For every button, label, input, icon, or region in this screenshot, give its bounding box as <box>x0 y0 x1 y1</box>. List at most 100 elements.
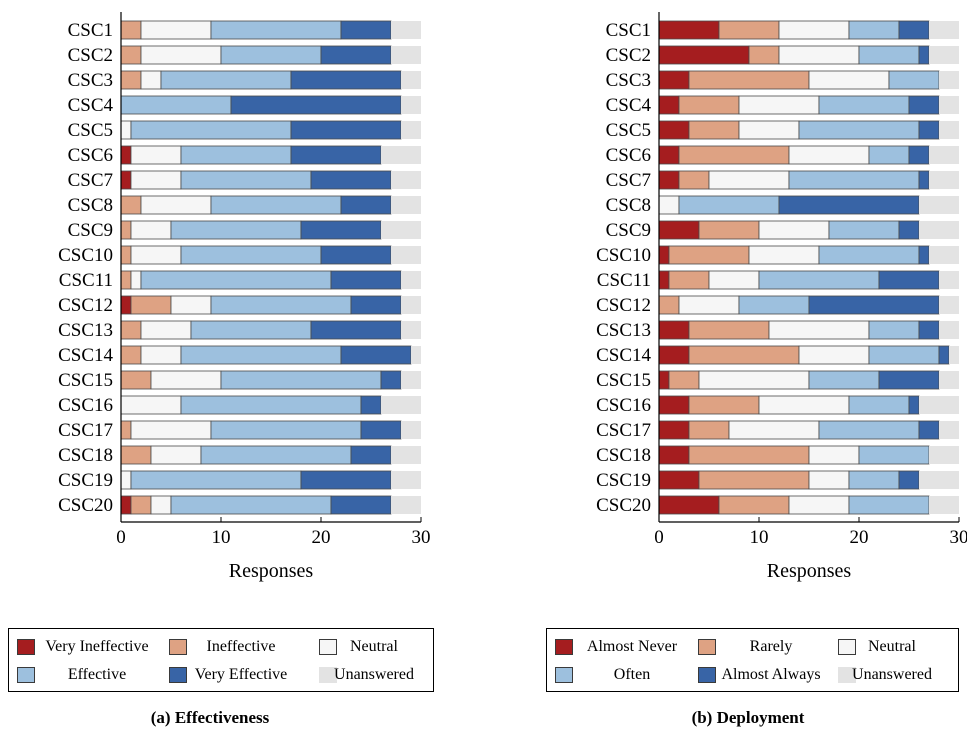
bar-segment <box>758 220 830 240</box>
bar-segment <box>120 495 132 515</box>
effectiveness-caption: (a) Effectiveness <box>150 708 270 727</box>
bar-segment <box>728 420 820 440</box>
bar-segment <box>939 271 959 289</box>
x-tick-label: 30 <box>412 527 431 548</box>
category-label: CSC9 <box>68 220 113 241</box>
category-label: CSC6 <box>68 145 113 166</box>
bar-segment <box>668 245 750 265</box>
bar-segment <box>658 420 690 440</box>
bar-segment <box>120 70 142 90</box>
bar-segment <box>929 496 959 514</box>
bar-segment <box>919 221 959 239</box>
bar-segment <box>401 96 421 114</box>
bar-segment <box>130 120 292 140</box>
category-label: CSC15 <box>58 370 113 391</box>
bar-segment <box>818 420 920 440</box>
bar-segment <box>391 171 421 189</box>
bar-segment <box>120 320 142 340</box>
bar-segment <box>939 371 959 389</box>
bar-segment <box>320 245 392 265</box>
legend-swatch <box>698 639 716 655</box>
bar-segment <box>868 320 920 340</box>
category-label: CSC10 <box>596 245 651 266</box>
bar-segment <box>140 345 182 365</box>
bar-segment <box>180 395 362 415</box>
category-label: CSC18 <box>58 445 113 466</box>
bar-segment <box>658 395 690 415</box>
bar-segment <box>401 271 421 289</box>
bar-segment <box>120 470 132 490</box>
bar-segment <box>140 320 192 340</box>
category-label: CSC7 <box>606 170 651 191</box>
bar-segment <box>688 345 800 365</box>
bar-segment <box>748 45 780 65</box>
bar-segment <box>230 95 402 115</box>
bar-segment <box>290 120 402 140</box>
bar-segment <box>658 320 690 340</box>
legend-swatch <box>555 667 573 683</box>
category-label: CSC9 <box>606 220 651 241</box>
bar-segment <box>180 245 322 265</box>
category-label: CSC20 <box>58 495 113 516</box>
bar-segment <box>140 20 212 40</box>
bar-segment <box>738 95 820 115</box>
bar-segment <box>310 320 402 340</box>
category-label: CSC17 <box>58 420 113 441</box>
category-label: CSC11 <box>597 270 651 291</box>
category-label: CSC19 <box>596 470 651 491</box>
bar-segment <box>788 170 920 190</box>
bar-segment <box>658 120 690 140</box>
legend-swatch <box>838 639 856 655</box>
bar-segment <box>949 346 959 364</box>
bar-segment <box>668 370 700 390</box>
legend-item: Almost Always <box>547 665 958 685</box>
category-label: CSC14 <box>58 345 113 366</box>
legend-swatch <box>555 639 573 655</box>
legend-label: Often <box>613 666 651 683</box>
bar-segment <box>818 95 910 115</box>
bar-segment <box>798 345 870 365</box>
x-tick-label: 10 <box>212 527 231 548</box>
bar-segment <box>868 145 910 165</box>
bar-segment <box>401 121 421 139</box>
legend-label: Ineffective <box>206 638 276 655</box>
bar-segment <box>848 395 910 415</box>
category-label: CSC17 <box>596 420 651 441</box>
category-label: CSC5 <box>68 120 113 141</box>
bar-segment <box>190 320 312 340</box>
bar-segment <box>658 145 680 165</box>
bar-segment <box>130 470 302 490</box>
legend-item: Ineffective <box>9 637 433 657</box>
category-label: CSC2 <box>68 45 113 66</box>
bar-segment <box>678 145 790 165</box>
bar-segment <box>929 446 959 464</box>
bar-segment <box>658 220 700 240</box>
bar-segment <box>120 220 132 240</box>
bar-segment <box>381 146 421 164</box>
bar-segment <box>140 45 222 65</box>
bar-segment <box>391 496 421 514</box>
bar-segment <box>411 346 421 364</box>
bar-segment <box>898 220 920 240</box>
legend-label: Unanswered <box>334 666 414 683</box>
bar-segment <box>130 270 142 290</box>
bar-segment <box>290 145 382 165</box>
category-label: CSC3 <box>606 70 651 91</box>
bar-segment <box>808 470 850 490</box>
x-tick-label: 30 <box>950 527 967 548</box>
legend-item: Almost Never <box>547 637 958 657</box>
bar-segment <box>220 45 322 65</box>
bar-segment <box>391 246 421 264</box>
bar-segment <box>130 295 172 315</box>
bar-segment <box>748 245 820 265</box>
bar-segment <box>120 95 232 115</box>
legend-item: Neutral <box>9 637 433 657</box>
bar-segment <box>939 421 959 439</box>
bar-segment <box>668 270 710 290</box>
bar-segment <box>140 195 212 215</box>
category-label: CSC5 <box>606 120 651 141</box>
bar-segment <box>120 370 152 390</box>
bar-segment <box>120 295 132 315</box>
bar-segment <box>908 395 920 415</box>
category-label: CSC8 <box>68 195 113 216</box>
